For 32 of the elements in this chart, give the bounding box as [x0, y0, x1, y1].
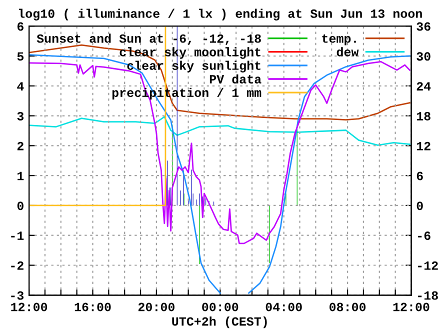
y2-tick-label: 24	[416, 82, 431, 90]
x-tick-label: 08:00	[330, 302, 366, 312]
x-axis-title: UTC+2h (CEST)	[172, 316, 267, 328]
x-tick-label: 16:00	[74, 302, 111, 312]
y-tick-label: 4	[17, 82, 24, 90]
y-tick-label: 1	[18, 172, 24, 180]
legend-label: temp.	[322, 34, 356, 46]
y2-tick-label: 6	[416, 172, 423, 180]
y-tick-label: -1	[11, 232, 24, 240]
x-tick-label: 20:00	[138, 302, 174, 312]
y2-tick-label: -6	[418, 232, 430, 240]
y2-tick-label: -18	[418, 291, 438, 300]
y2-tick-label: 36	[416, 22, 430, 31]
x-tick-label: 12:00	[11, 302, 48, 312]
y-tick-label: 6	[17, 22, 24, 31]
y-tick-label: -2	[11, 261, 24, 270]
x-tick-label: 04:00	[266, 302, 302, 312]
y2-tick-label: 12	[416, 142, 430, 150]
y-tick-label: -3	[11, 291, 24, 300]
legend-label: dew	[336, 47, 359, 56]
y-tick-label: 2	[17, 142, 24, 150]
y2-tick-label: -12	[418, 261, 438, 270]
x-tick-label: 12:00	[393, 302, 430, 312]
y2-tick-label: 30	[416, 52, 430, 61]
y2-tick-label: 18	[416, 112, 430, 120]
y-tick-label: 5	[17, 52, 24, 61]
x-tick-label: 00:00	[202, 302, 238, 312]
y-tick-label: 0	[17, 202, 24, 210]
y-tick-label: 3	[17, 112, 24, 120]
y2-tick-label: 0	[416, 202, 423, 210]
legend-label: PV data	[210, 74, 262, 84]
chart-title: log10 ( illuminance / 1 lx ) ending at Sun Jun 13 noon	[18, 8, 422, 20]
